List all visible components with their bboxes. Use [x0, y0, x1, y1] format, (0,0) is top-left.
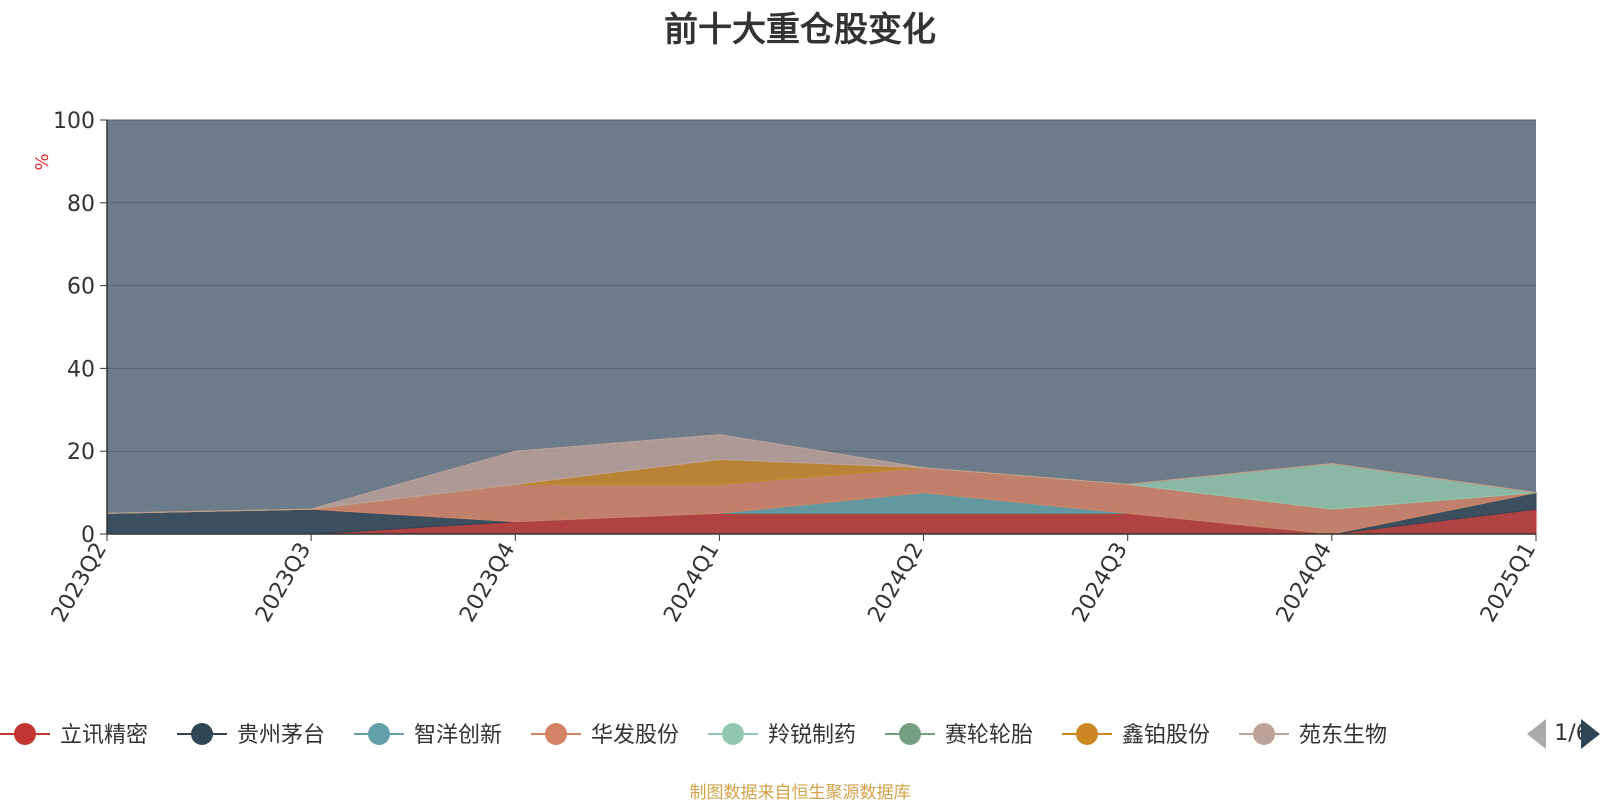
x-tick-label: 2025Q1	[1476, 539, 1541, 627]
y-tick-label: 40	[67, 357, 95, 382]
legend-marker-icon	[14, 723, 36, 745]
legend-item[interactable]: 赛轮轮胎	[885, 723, 1033, 748]
legend-label: 华发股份	[591, 723, 679, 748]
legend-marker-icon	[545, 723, 567, 745]
legend-marker-icon	[1076, 723, 1098, 745]
legend-label: 鑫铂股份	[1122, 723, 1210, 748]
legend-marker-icon	[1253, 723, 1275, 745]
legend-pager: 1/6	[1527, 719, 1600, 749]
x-tick-label: 2024Q4	[1272, 539, 1337, 627]
legend-label: 羚锐制药	[768, 723, 856, 748]
y-tick-label: 100	[53, 109, 95, 134]
legend-prev-icon[interactable]	[1527, 719, 1546, 749]
chart-title: 前十大重仓股变化	[664, 10, 936, 50]
legend-item[interactable]: 贵州茅台	[177, 723, 325, 748]
x-tick-label: 2024Q2	[863, 539, 928, 627]
y-axis-unit-label: %	[32, 153, 53, 170]
legend: 立讯精密 贵州茅台 智洋创新 华发股份 羚锐制药 赛轮轮胎 鑫铂股份 苑东生物	[0, 723, 1387, 748]
legend-marker-icon	[722, 723, 744, 745]
legend-item[interactable]: 苑东生物	[1239, 723, 1387, 748]
legend-marker-icon	[899, 723, 921, 745]
y-tick-label: 80	[67, 192, 95, 217]
legend-item[interactable]: 立讯精密	[0, 723, 148, 748]
y-tick-label: 60	[67, 275, 95, 300]
x-tick-label: 2023Q2	[47, 539, 112, 627]
legend-label: 赛轮轮胎	[945, 723, 1033, 748]
y-tick-label: 0	[81, 523, 95, 548]
legend-item[interactable]: 华发股份	[531, 723, 679, 748]
legend-label: 苑东生物	[1299, 723, 1387, 748]
legend-item[interactable]: 羚锐制药	[708, 723, 856, 748]
x-tick-label: 2023Q4	[455, 539, 520, 627]
x-tick-label: 2024Q3	[1068, 539, 1133, 627]
legend-marker-icon	[191, 723, 213, 745]
legend-label: 立讯精密	[60, 723, 148, 748]
source-footer: 制图数据来自恒生聚源数据库	[689, 783, 911, 803]
legend-item[interactable]: 智洋创新	[354, 723, 502, 748]
y-tick-label: 20	[67, 440, 95, 465]
plot-area	[106, 119, 1537, 535]
legend-marker-icon	[368, 723, 390, 745]
x-tick-label: 2024Q1	[659, 539, 724, 627]
legend-label: 贵州茅台	[237, 723, 325, 748]
area-series-8[interactable]	[106, 434, 1537, 514]
legend-next-icon[interactable]	[1581, 719, 1600, 749]
x-tick-label: 2023Q3	[251, 539, 316, 627]
legend-label: 智洋创新	[414, 723, 502, 748]
legend-item[interactable]: 鑫铂股份	[1062, 723, 1210, 748]
